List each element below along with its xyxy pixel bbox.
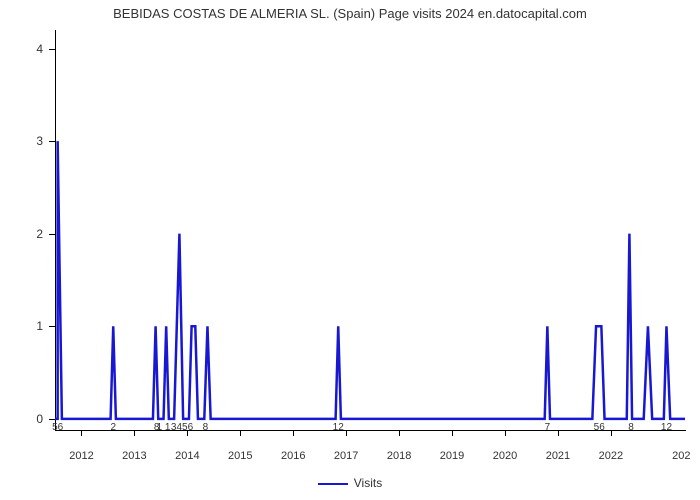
- data-point-label: 8: [203, 422, 209, 433]
- data-point-label: 8: [628, 422, 634, 433]
- data-point-label: 1 1: [157, 422, 171, 433]
- data-point-label: 3456: [171, 422, 193, 433]
- data-point-label: 7: [545, 422, 551, 433]
- data-point-label: 12: [661, 422, 672, 433]
- chart-container: BEBIDAS COSTAS DE ALMERIA SL. (Spain) Pa…: [0, 0, 700, 500]
- data-point-label: 56: [594, 422, 605, 433]
- data-point-label: 12: [333, 422, 344, 433]
- data-point-label: 2: [110, 422, 116, 433]
- data-point-label: 56: [52, 422, 63, 433]
